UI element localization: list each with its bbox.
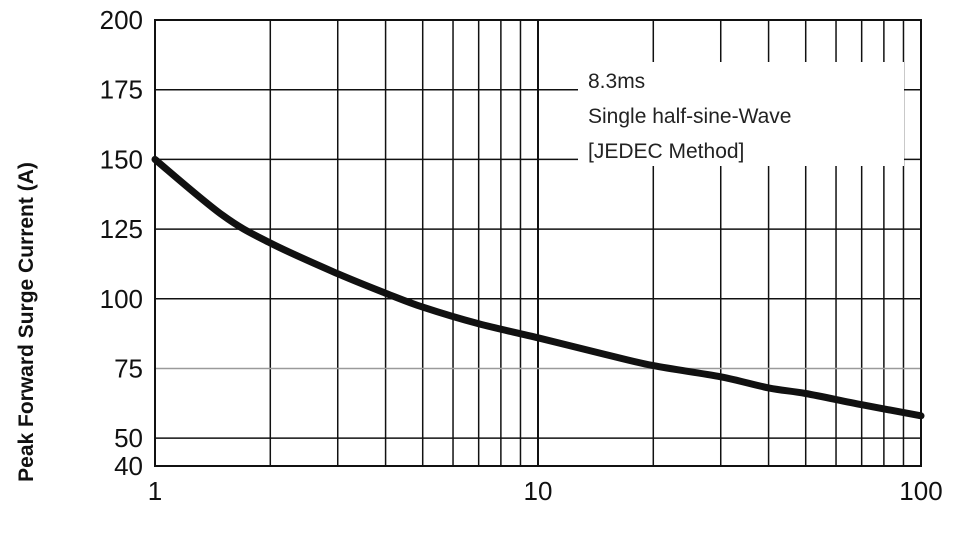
x-tick-label: 10	[524, 476, 553, 506]
annotation-line-1: 8.3ms	[588, 70, 645, 93]
y-tick-label: 200	[100, 5, 143, 35]
annotation-box: 8.3ms Single half-sine-Wave [JEDEC Metho…	[578, 62, 904, 166]
y-tick-label: 125	[100, 214, 143, 244]
x-tick-label: 100	[899, 476, 942, 506]
y-tick-label: 175	[100, 75, 143, 105]
y-tick-label: 150	[100, 144, 143, 174]
annotation-line-2: Single half-sine-Wave	[588, 105, 791, 128]
y-tick-label: 75	[114, 353, 143, 383]
x-tick-label: 1	[148, 476, 162, 506]
y-tick-label: 100	[100, 284, 143, 314]
annotation-line-3: [JEDEC Method]	[588, 140, 744, 163]
y-tick-label: 40	[114, 451, 143, 481]
y-tick-label: 50	[114, 423, 143, 453]
y-axis-label: Peak Forward Surge Current (A)	[15, 162, 38, 482]
